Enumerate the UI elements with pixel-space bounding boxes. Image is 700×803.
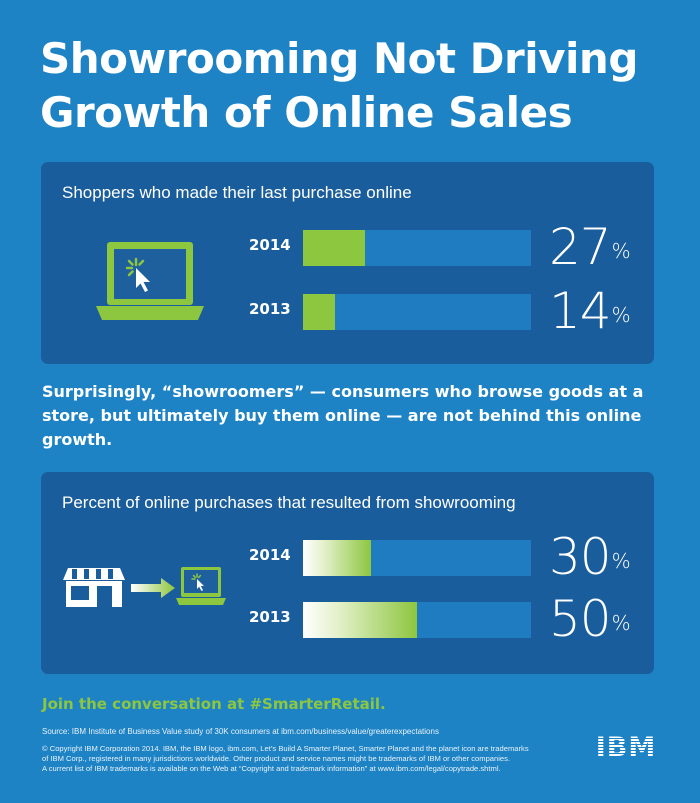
bar-2013 — [303, 602, 417, 638]
source-note: Source: IBM Institute of Business Value … — [42, 727, 439, 736]
laptop-icon — [96, 242, 204, 320]
chart-title: Percent of online purchases that resulte… — [62, 493, 516, 512]
value-label: 50% — [549, 590, 631, 648]
category-label: 2014 — [249, 546, 291, 564]
summary-text: Surprisingly, “showroomers” — consumers … — [42, 382, 644, 449]
ibm-logo-text: IBM — [596, 733, 657, 759]
page-title: Showrooming Not Driving Growth of Online… — [40, 32, 680, 140]
value-label: 30% — [549, 528, 631, 586]
bar-track — [303, 540, 531, 576]
chart-title: Shoppers who made their last purchase on… — [62, 183, 412, 202]
cta-hashtag[interactable]: Join the conversation at #SmarterRetail. — [42, 695, 386, 713]
bar-track — [303, 294, 531, 330]
value-label: 27% — [549, 218, 631, 276]
bar-row: 2014 30% — [41, 528, 654, 586]
category-label: 2014 — [249, 236, 291, 254]
value-label: 14% — [549, 282, 631, 340]
title-line-1: Showrooming Not Driving — [40, 34, 638, 83]
category-label: 2013 — [249, 300, 291, 318]
bar-row: 2014 27% — [41, 218, 654, 276]
small-laptop-icon — [176, 567, 226, 605]
bar-track — [303, 230, 531, 266]
ibm-logo: IBM — [596, 733, 657, 759]
category-label: 2013 — [249, 608, 291, 626]
bar-row: 2013 14% — [41, 282, 654, 340]
chart-panel-showrooming: Percent of online purchases that resulte… — [41, 472, 654, 674]
copyright-line: of IBM Corp., registered in many jurisdi… — [42, 754, 511, 763]
bar-row: 2013 50% — [41, 590, 654, 648]
copyright-notice: © Copyright IBM Corporation 2014. IBM, t… — [42, 744, 572, 774]
arrow-right-icon — [131, 578, 175, 598]
chart-panel-online-purchase: Shoppers who made their last purchase on… — [41, 162, 654, 364]
copyright-line: A current list of IBM trademarks is avai… — [42, 764, 501, 773]
bar-2014 — [303, 230, 365, 266]
title-line-2: Growth of Online Sales — [40, 88, 573, 137]
copyright-line: © Copyright IBM Corporation 2014. IBM, t… — [42, 744, 529, 753]
bar-track — [303, 602, 531, 638]
bar-2013 — [303, 294, 335, 330]
bar-2014 — [303, 540, 372, 576]
store-icon — [63, 568, 125, 607]
